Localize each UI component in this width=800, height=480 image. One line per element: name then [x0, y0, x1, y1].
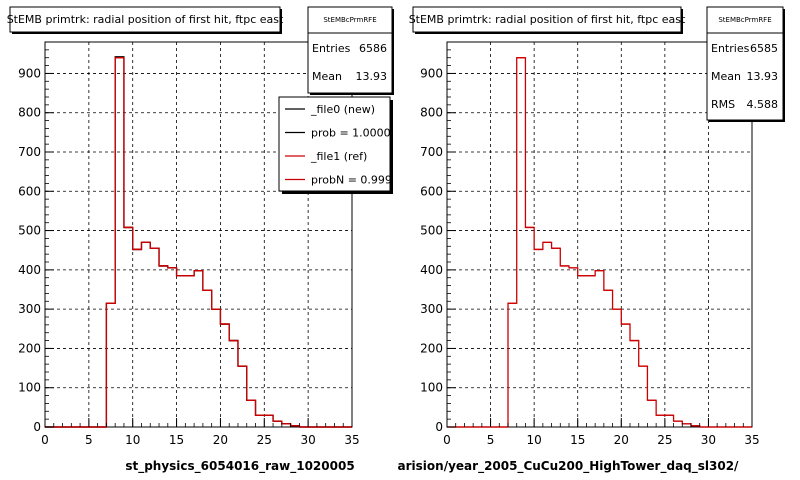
- stats-value: 6586: [359, 42, 387, 55]
- y-tick-label: 700: [420, 145, 443, 159]
- x-tick-label: 35: [344, 433, 359, 447]
- plot-frame: [446, 41, 753, 428]
- stats-value: 13.93: [747, 70, 779, 83]
- legend-label: _file0 (new): [310, 103, 375, 116]
- y-tick-label: 0: [435, 420, 443, 434]
- y-tick-label: 100: [420, 381, 443, 395]
- y-tick-label: 900: [18, 66, 41, 80]
- y-tick-label: 0: [33, 420, 41, 434]
- legend-label: _file1 (ref): [310, 150, 367, 163]
- stats-title: StEMBcPrmRFE: [718, 16, 771, 24]
- stats-label: Entries: [312, 42, 351, 55]
- x-tick-label: 25: [657, 433, 672, 447]
- title-box: [9, 6, 281, 33]
- y-tick-label: 900: [420, 66, 443, 80]
- y-tick-label: 600: [420, 184, 443, 198]
- x-tick-label: 5: [487, 433, 495, 447]
- y-tick-label: 400: [18, 263, 41, 277]
- y-tick-label: 300: [18, 302, 41, 316]
- x-tick-label: 10: [125, 433, 140, 447]
- x-tick-label: 0: [41, 433, 49, 447]
- stats-value: 13.93: [356, 70, 388, 83]
- y-tick-label: 400: [420, 263, 443, 277]
- x-tick-label: 20: [614, 433, 629, 447]
- chart-title: StEMB primtrk: radial position of first …: [409, 13, 686, 26]
- y-tick-label: 200: [18, 341, 41, 355]
- y-tick-label: 100: [18, 381, 41, 395]
- legend-label: prob = 1.000000: [311, 127, 405, 140]
- stats-label: Entries: [711, 42, 750, 55]
- x-tick-label: 5: [85, 433, 93, 447]
- x-tick-label: 25: [257, 433, 272, 447]
- stats-box: [706, 6, 784, 121]
- x-tick-label: 30: [301, 433, 316, 447]
- stats-label: Mean: [312, 70, 342, 83]
- x-tick-label: 15: [169, 433, 184, 447]
- stats-value: 6585: [750, 42, 778, 55]
- x-tick-label: 30: [701, 433, 716, 447]
- right-histogram: 0 5 10 15 20 25 30 35 0 100 200 300 400 500 600 700 800 9…: [398, 6, 785, 474]
- x-tick-label: 15: [570, 433, 585, 447]
- y-tick-label: 500: [420, 224, 443, 238]
- left-histogram: 0 5 10 15 20 25 30 35 0 100 200 300 400 500 600 700 800 9…: [7, 6, 406, 474]
- y-tick-label: 700: [18, 145, 41, 159]
- title-box: [412, 6, 682, 33]
- y-tick-label: 600: [18, 184, 41, 198]
- x-axis-title: st_physics_6054016_raw_1020005: [125, 459, 354, 474]
- y-tick-label: 500: [18, 224, 41, 238]
- legend-box: [278, 96, 391, 192]
- x-axis-title: arision/year_2005_CuCu200_HighTower_daq_…: [398, 459, 740, 474]
- x-tick-label: 20: [213, 433, 228, 447]
- y-tick-label: 300: [420, 302, 443, 316]
- x-tick-label: 10: [527, 433, 542, 447]
- stats-label: RMS: [711, 98, 735, 111]
- y-tick-label: 200: [420, 341, 443, 355]
- x-tick-label: 0: [443, 433, 451, 447]
- y-tick-label: 800: [420, 106, 443, 120]
- chart-title: StEMB primtrk: radial position of first …: [7, 13, 284, 26]
- stats-value: 4.588: [747, 98, 779, 111]
- legend-label: probN = 0.99997: [311, 174, 406, 187]
- stats-box: [307, 6, 393, 94]
- legend-content: _file0 (new) prob = 1.000000 _file1 (ref) p…: [285, 103, 406, 187]
- stats-label: Mean: [711, 70, 741, 83]
- y-tick-label: 800: [18, 106, 41, 120]
- x-tick-label: 35: [744, 433, 759, 447]
- stats-title: StEMBcPrmRFE: [323, 16, 376, 24]
